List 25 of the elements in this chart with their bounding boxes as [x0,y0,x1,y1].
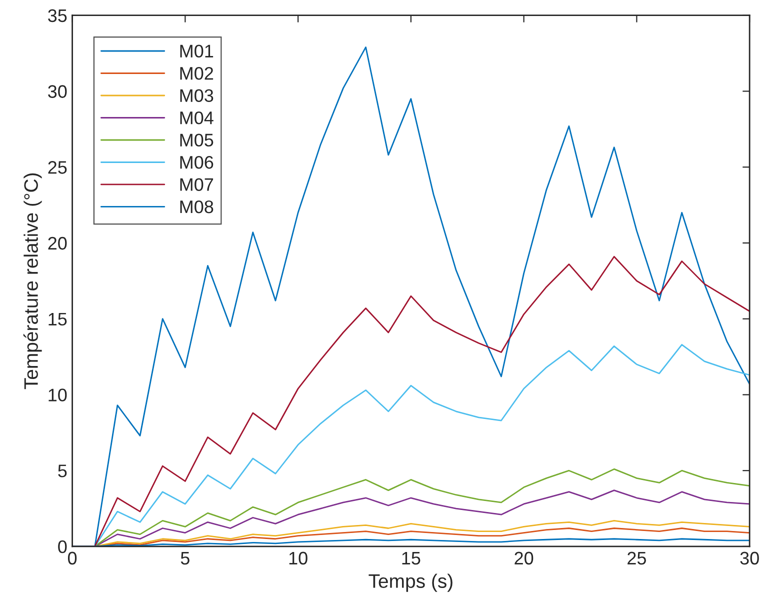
legend-label: M02 [180,66,214,80]
y-tick-label: 10 [48,388,67,402]
legend-label: M06 [180,156,214,169]
legend-label: M08 [180,200,214,214]
legend-label: M04 [180,111,214,124]
y-axis-title: Température relative (°C) [23,173,42,390]
x-tick-label: 15 [402,552,420,565]
x-tick-label: 0 [68,552,77,565]
legend-label: M05 [180,134,214,146]
x-tick-label: 30 [740,552,759,565]
y-tick-label: 25 [48,161,67,174]
x-axis-title: Temps (s) [368,574,452,592]
x-tick-label: 10 [289,552,308,565]
y-tick-label: 0 [58,540,67,554]
y-tick-label: 20 [48,236,67,250]
x-tick-label: 5 [180,552,190,565]
y-tick-label: 30 [48,85,67,98]
legend-label: M01 [180,44,214,58]
x-tick-label: 25 [628,552,646,565]
y-tick-label: 5 [58,464,67,478]
legend-label: M03 [180,89,214,102]
x-tick-label: 20 [514,552,534,565]
legend-label: M07 [180,178,214,191]
y-tick-label: 15 [48,312,67,326]
y-tick-label: 35 [48,9,67,22]
